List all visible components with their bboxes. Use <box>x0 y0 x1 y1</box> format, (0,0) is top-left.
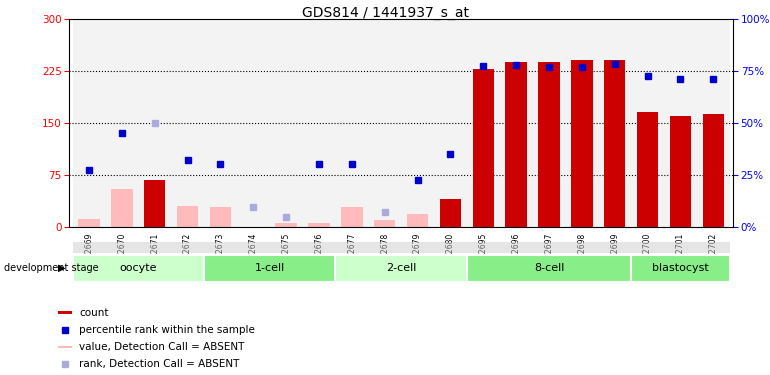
Bar <box>72 255 204 282</box>
Text: oocyte: oocyte <box>119 263 157 273</box>
Bar <box>703 114 724 227</box>
Text: GDS814 / 1441937_s_at: GDS814 / 1441937_s_at <box>302 6 468 20</box>
Bar <box>204 242 237 253</box>
Bar <box>105 19 139 227</box>
Text: 1-cell: 1-cell <box>255 263 285 273</box>
Bar <box>500 19 533 227</box>
Bar <box>473 69 494 227</box>
Bar <box>401 242 434 253</box>
Bar <box>336 242 368 253</box>
Bar <box>571 60 593 227</box>
Bar <box>177 206 198 227</box>
Bar <box>598 19 631 227</box>
Bar <box>401 19 434 227</box>
Bar <box>434 242 467 253</box>
Bar <box>270 19 303 227</box>
Bar <box>664 19 697 227</box>
Bar <box>533 19 565 227</box>
Bar <box>72 19 105 227</box>
Bar <box>374 220 396 227</box>
Bar <box>697 19 730 227</box>
Bar <box>533 242 565 253</box>
Bar <box>598 242 631 253</box>
Bar <box>434 19 467 227</box>
Bar <box>565 242 598 253</box>
Bar <box>467 19 500 227</box>
Bar <box>303 19 336 227</box>
Bar <box>171 19 204 227</box>
Bar <box>467 255 631 282</box>
Bar <box>144 180 166 227</box>
Text: ▶: ▶ <box>58 263 65 273</box>
Bar <box>631 255 730 282</box>
Bar <box>500 242 533 253</box>
Bar <box>336 255 467 282</box>
Bar <box>139 242 171 253</box>
Bar <box>407 214 428 227</box>
Text: blastocyst: blastocyst <box>652 263 709 273</box>
Bar <box>72 242 105 253</box>
Bar <box>237 242 270 253</box>
Bar <box>565 19 598 227</box>
Text: development stage: development stage <box>4 263 99 273</box>
Bar <box>171 242 204 253</box>
Text: 8-cell: 8-cell <box>534 263 564 273</box>
Text: percentile rank within the sample: percentile rank within the sample <box>79 325 255 335</box>
Bar <box>270 242 303 253</box>
Bar <box>303 242 336 253</box>
Text: count: count <box>79 308 109 318</box>
Bar <box>670 116 691 227</box>
Bar <box>204 19 237 227</box>
Bar <box>604 60 625 227</box>
Bar <box>637 112 658 227</box>
Bar <box>368 19 401 227</box>
Bar <box>237 19 270 227</box>
Text: rank, Detection Call = ABSENT: rank, Detection Call = ABSENT <box>79 359 239 369</box>
Bar <box>79 219 99 227</box>
Bar <box>341 207 363 227</box>
Bar <box>631 19 664 227</box>
Bar <box>204 255 336 282</box>
Bar <box>58 346 72 348</box>
Bar <box>111 189 132 227</box>
Text: value, Detection Call = ABSENT: value, Detection Call = ABSENT <box>79 342 245 352</box>
Bar <box>368 242 401 253</box>
Bar <box>664 242 697 253</box>
Bar <box>538 62 560 227</box>
Bar <box>697 242 730 253</box>
Bar <box>505 62 527 227</box>
Bar <box>139 19 171 227</box>
Bar <box>308 223 330 227</box>
Bar <box>276 224 297 227</box>
Bar <box>336 19 368 227</box>
Bar <box>105 242 139 253</box>
Bar <box>209 207 231 227</box>
Text: 2-cell: 2-cell <box>386 263 417 273</box>
Bar <box>58 311 72 314</box>
Bar <box>440 199 461 227</box>
Bar <box>467 242 500 253</box>
Bar <box>631 242 664 253</box>
